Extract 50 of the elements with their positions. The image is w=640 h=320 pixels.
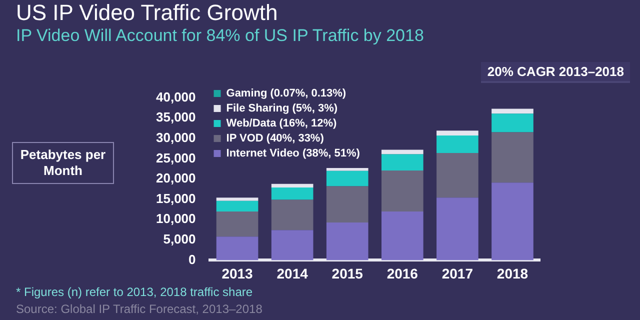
- y-tick-label: 20,000: [156, 170, 196, 186]
- x-tick-label: 2016: [386, 265, 418, 282]
- y-tick-label: 40,000: [156, 89, 196, 104]
- bar: [271, 200, 314, 230]
- bar: [326, 222, 368, 260]
- bar: [381, 211, 424, 260]
- text: 20% CAGR 2013–2018: [481, 62, 630, 83]
- bar: [492, 132, 534, 183]
- bar: [271, 188, 314, 200]
- bar: [216, 211, 258, 237]
- bar: [271, 230, 314, 260]
- x-tick-label: 2018: [496, 265, 528, 282]
- y-axis-title: Petabytes per Month: [12, 142, 114, 184]
- y-tick-label: 15,000: [156, 190, 196, 206]
- bar: [492, 182, 534, 260]
- bar: [216, 198, 258, 201]
- bar: [326, 170, 368, 186]
- legend-label: IP VOD (40%, 33%): [226, 132, 324, 145]
- bar: [326, 168, 368, 171]
- x-tick-label: 2015: [332, 265, 364, 282]
- bar: [216, 236, 258, 260]
- y-tick-label: 25,000: [156, 150, 196, 166]
- bar: [381, 170, 424, 212]
- bar: [271, 184, 314, 188]
- bar: [492, 114, 534, 132]
- y-tick-label: 10,000: [156, 211, 196, 226]
- y-tick-label: 35,000: [156, 110, 196, 125]
- x-tick-label: 2017: [442, 265, 474, 282]
- y-tick-label: 0: [188, 252, 196, 267]
- legend-label: Internet Video (38%, 51%): [226, 148, 360, 160]
- legend-label: Gaming (0.07%, 0.13%): [226, 88, 346, 100]
- chart-subtitle: IP Video Will Account for 84% of US IP Traffic by 2018: [16, 26, 424, 46]
- source-note: Source: Global IP Traffic Forecast, 2013–2018: [16, 302, 262, 316]
- bar: [436, 136, 478, 154]
- bar: [381, 154, 424, 170]
- bar: [436, 130, 478, 136]
- chart-title: US IP Video Traffic Growth: [16, 0, 278, 26]
- y-tick-label: 30,000: [156, 130, 196, 145]
- bar: [216, 200, 258, 212]
- bar: [326, 186, 368, 222]
- bar: [381, 150, 424, 154]
- bar: [436, 198, 478, 260]
- y-tick-label: 5,000: [163, 231, 196, 246]
- x-tick-label: 2014: [276, 265, 308, 282]
- bar: [436, 153, 478, 198]
- text: * Figures (n) refer to 2013, 2018 traffic share: [16, 285, 253, 299]
- x-tick-label: 2013: [222, 265, 254, 282]
- bar: [492, 108, 534, 114]
- legend-label: File Sharing (5%, 3%): [226, 102, 338, 115]
- legend-label: Web/Data (16%, 12%): [226, 118, 338, 130]
